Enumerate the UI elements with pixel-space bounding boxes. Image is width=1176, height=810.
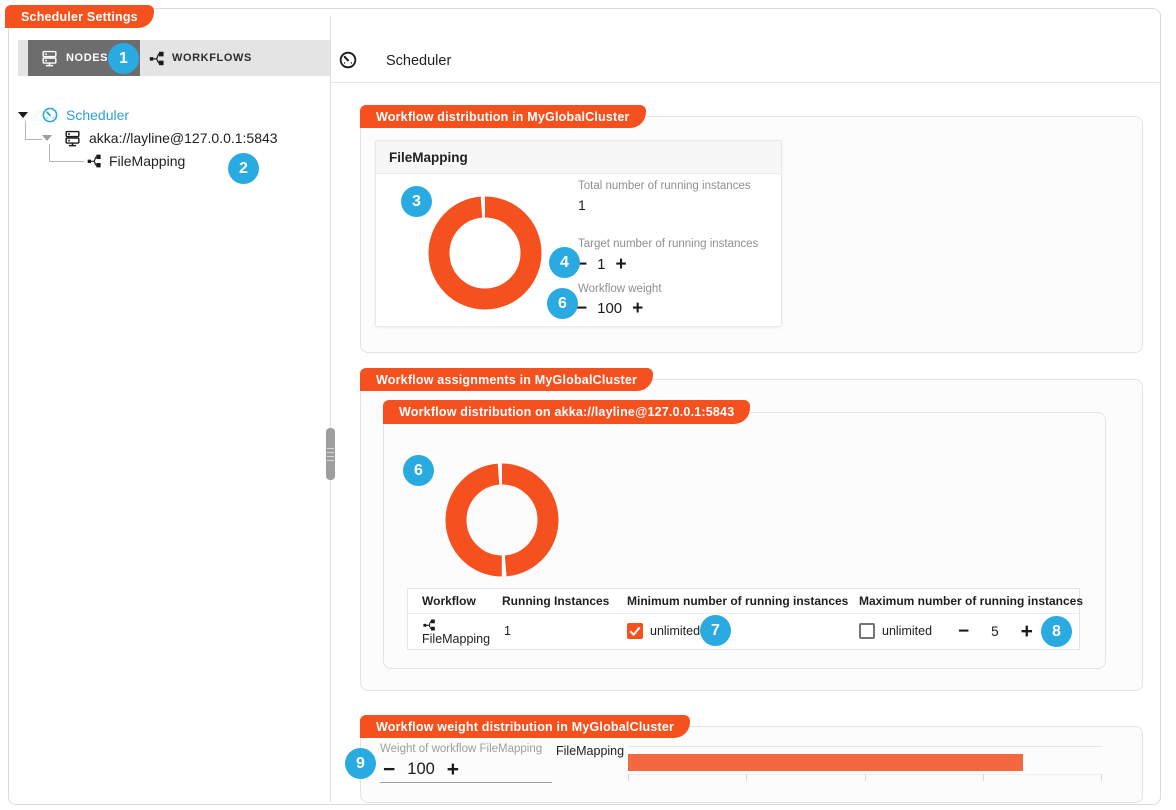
max-unlimited-checkbox[interactable] (859, 623, 875, 639)
annotation-6a: 6 (547, 288, 578, 319)
axis-tick (1101, 774, 1102, 781)
total-instances-value: 1 (578, 197, 586, 213)
weight-stepper: − 100 + (383, 757, 459, 781)
tree-item-node[interactable]: akka://layline@127.0.0.1:5843 (42, 127, 278, 149)
column-header-min: Minimum number of running instances (627, 594, 849, 608)
max-instances-stepper: − 5 + (958, 620, 1033, 642)
tree-item-label: FileMapping (109, 153, 186, 169)
decrement-button[interactable]: − (576, 253, 588, 275)
weight-stepper-value: 100 (407, 759, 435, 778)
section-badge-assignments: Workflow assignments in MyGlobalCluster (360, 368, 654, 391)
stepper-underline (380, 782, 552, 783)
server-icon (63, 129, 82, 148)
max-instances-stepper-value: 5 (991, 623, 999, 639)
axis-tick (746, 774, 747, 781)
donut-chart-cluster (425, 193, 545, 313)
workflow-weight-stepper: − 100 + (576, 296, 643, 320)
max-unlimited-label: unlimited (882, 624, 933, 638)
table-row: FileMapping 1 unlimited unlimited − 5 + (408, 613, 1079, 651)
tree-connector (49, 144, 84, 162)
workflow-card: FileMapping (375, 140, 782, 327)
annotation-2: 2 (228, 153, 259, 184)
gauge-icon (41, 106, 59, 124)
bar-category-label: FileMapping (556, 744, 625, 758)
axis-tick (983, 774, 984, 781)
tree-item-scheduler[interactable]: Scheduler (18, 104, 129, 126)
min-unlimited-checkbox[interactable] (627, 623, 643, 639)
page-title: Scheduler (386, 53, 452, 69)
tree-item-workflow[interactable]: FileMapping (86, 150, 185, 172)
decrement-button[interactable]: − (383, 757, 396, 781)
running-instances-cell: 1 (504, 624, 511, 638)
decrement-button[interactable]: − (576, 297, 588, 319)
weight-bar-chart (628, 746, 1102, 783)
annotation-9: 9 (345, 748, 376, 779)
splitter-grip[interactable] (326, 428, 335, 480)
donut-chart-node (442, 460, 562, 580)
workflow-icon (148, 50, 165, 67)
target-instances-stepper: − 1 + (576, 253, 627, 275)
expand-caret-icon[interactable] (42, 135, 52, 141)
axis-tick (865, 774, 866, 781)
annotation-8: 8 (1041, 616, 1072, 647)
weight-of-workflow-label: Weight of workflow FileMapping (380, 743, 543, 755)
annotation-4: 4 (549, 247, 580, 278)
annotation-3: 3 (401, 186, 432, 217)
tab-workflows[interactable]: WORKFLOWS (148, 40, 252, 76)
total-instances-label: Total number of running instances (578, 180, 751, 192)
increment-button[interactable]: + (615, 253, 627, 275)
workflow-card-title: FileMapping (376, 141, 781, 174)
panel-divider (330, 16, 331, 802)
column-header-running: Running Instances (502, 594, 610, 608)
table-header-divider (408, 613, 1079, 614)
section-badge-weights: Workflow weight distribution in MyGlobal… (360, 715, 691, 738)
left-tab-bar: NODES WORKFLOWS (18, 40, 330, 76)
workflow-icon (86, 153, 102, 169)
tab-workflows-label: WORKFLOWS (172, 52, 252, 64)
node-distribution-badge: Workflow distribution on akka://layline@… (383, 400, 751, 424)
workflow-icon (422, 618, 436, 632)
weight-bar (628, 754, 1023, 771)
increment-button[interactable]: + (1020, 619, 1033, 643)
min-unlimited-label: unlimited (650, 624, 701, 638)
target-instances-stepper-value: 1 (597, 255, 606, 273)
gauge-icon (338, 50, 358, 70)
annotation-6b: 6 (403, 455, 434, 486)
decrement-button[interactable]: − (958, 620, 970, 642)
annotation-1: 1 (108, 43, 139, 74)
section-badge-distribution: Workflow distribution in MyGlobalCluster (360, 105, 646, 128)
server-icon (40, 49, 59, 68)
column-header-workflow: Workflow (422, 594, 476, 608)
workflow-weight-label: Workflow weight (578, 283, 662, 295)
increment-button[interactable]: + (446, 757, 460, 781)
workflow-name-cell: FileMapping (422, 632, 491, 646)
tree-connector (25, 121, 42, 140)
tree-item-label: akka://layline@127.0.0.1:5843 (89, 130, 278, 146)
tree-item-label: Scheduler (66, 107, 130, 123)
tab-nodes-label: NODES (66, 52, 109, 64)
screen-title-badge: Scheduler Settings (5, 5, 154, 28)
axis-tick (628, 774, 629, 781)
annotation-7: 7 (700, 615, 731, 646)
column-header-max: Maximum number of running instances (859, 594, 1084, 608)
workflow-weight-stepper-value: 100 (597, 299, 623, 317)
header-divider (331, 82, 1159, 83)
target-instances-label: Target number of running instances (578, 238, 759, 250)
assignments-table: Workflow Running Instances Minimum numbe… (407, 588, 1084, 651)
increment-button[interactable]: + (632, 297, 644, 319)
expand-caret-icon[interactable] (18, 112, 28, 118)
